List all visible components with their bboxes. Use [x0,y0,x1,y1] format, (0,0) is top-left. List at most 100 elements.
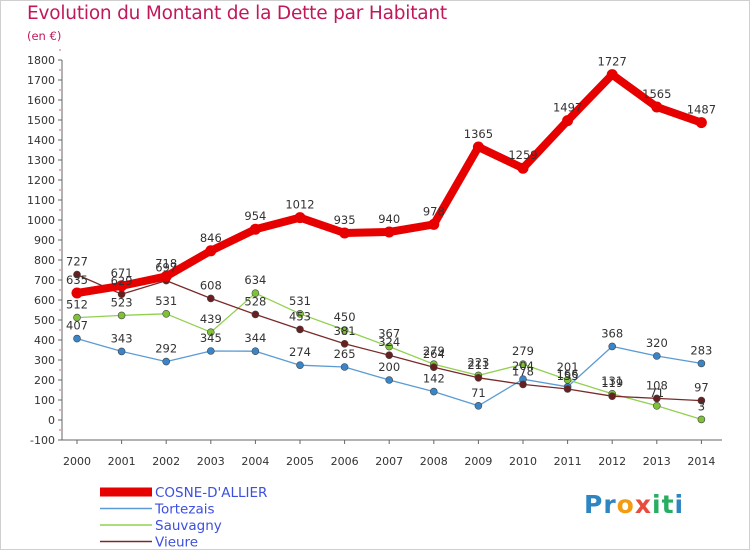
data-label-cosne-d-allier: 978 [423,204,445,218]
y-tick-label: 1700 [27,74,55,87]
data-point-vieure [519,380,527,389]
y-tick-label: 1400 [27,134,55,147]
legend-label-tortezais: Tortezais [154,502,215,518]
y-tick-label: 300 [34,354,55,367]
data-point-vieure [429,363,438,372]
data-point-cosne-d-allier [651,101,663,113]
x-tick-label: 2004 [241,455,269,468]
series-layer [71,69,707,424]
data-label-cosne-d-allier: 1259 [508,148,537,162]
data-label-vieure: 119 [601,376,623,390]
x-tick-label: 2009 [464,455,492,468]
x-tick-label: 2014 [687,455,715,468]
data-label-vieure: 453 [289,309,311,323]
data-label-sauvagny: 531 [289,294,311,308]
data-label-vieure: 727 [66,255,88,269]
x-tick-label: 2006 [331,455,359,468]
data-label-sauvagny: 201 [557,360,579,374]
y-tick-label: 1800 [27,54,55,67]
data-point-tortezais [251,347,260,356]
data-point-tortezais [117,347,126,356]
data-label-vieure: 211 [467,358,489,372]
data-point-vieure [340,339,349,348]
data-point-vieure [385,351,394,360]
data-point-sauvagny [162,309,170,318]
data-label-sauvagny: 439 [200,312,222,326]
data-label-cosne-d-allier: 1487 [687,103,716,117]
data-point-cosne-d-allier [472,141,484,153]
y-tick-label: 1200 [27,174,55,187]
data-point-cosne-d-allier [695,117,707,129]
legend-label-cosne-d-allier: COSNE-D'ALLIER [155,485,267,501]
y-tick-label: 1500 [27,114,55,127]
logo-letter: t [661,490,675,519]
data-label-cosne-d-allier: 1497 [553,101,582,115]
data-point-sauvagny [207,328,215,337]
data-point-tortezais [474,401,483,410]
y-tick-label: 200 [34,374,55,387]
y-tick-label: 500 [34,314,55,327]
data-label-tortezais: 274 [289,345,311,359]
data-point-tortezais [162,357,170,366]
data-point-sauvagny [251,289,260,298]
logo-letter: i [674,490,685,519]
data-label-vieure: 697 [155,261,177,275]
logo-letter: o [616,490,635,519]
x-tick-label: 2001 [108,455,136,468]
data-point-sauvagny [117,311,126,320]
data-label-cosne-d-allier: 935 [334,213,356,227]
logo-letter: i [652,490,662,519]
data-point-cosne-d-allier [160,270,172,282]
data-label-sauvagny: 512 [66,298,88,312]
data-point-vieure [296,325,304,334]
data-point-sauvagny [73,313,81,322]
axes: -100 0 100 200 300 400 500 600 700 800 900 1000 1100… [27,49,722,468]
data-label-tortezais: 320 [646,336,668,350]
x-tick-label: 2005 [286,455,314,468]
x-tick-label: 2003 [197,455,225,468]
y-tick-label: 800 [34,254,55,267]
data-label-vieure: 264 [423,347,445,361]
data-label-cosne-d-allier: 671 [111,266,133,280]
data-point-sauvagny [385,342,394,351]
data-point-sauvagny [652,401,661,410]
data-label-tortezais: 283 [690,343,712,357]
data-point-tortezais [296,361,304,370]
data-point-vieure [73,270,81,279]
data-label-vieure: 178 [512,364,534,378]
data-label-vieure: 108 [646,378,668,392]
x-tick-label: 2002 [152,455,180,468]
data-point-cosne-d-allier [116,280,128,292]
data-point-cosne-d-allier [249,223,261,235]
data-label-cosne-d-allier: 846 [200,231,222,245]
data-label-sauvagny: 279 [512,344,534,358]
data-point-vieure [608,392,617,401]
data-point-vieure [474,373,483,382]
x-tick-label: 2012 [598,455,626,468]
y-tick-label: 100 [34,394,55,407]
data-point-sauvagny [697,415,706,424]
data-label-tortezais: 204 [512,359,534,373]
data-point-sauvagny [563,375,572,384]
data-label-tortezais: 292 [155,342,177,356]
data-label-sauvagny: 450 [334,310,356,324]
y-tick-label: 700 [34,274,55,287]
y-tick-label: 400 [34,334,55,347]
data-label-sauvagny: 71 [649,386,664,400]
y-tick-label: 1100 [27,194,55,207]
data-label-cosne-d-allier: 940 [378,212,400,226]
legend-label-sauvagny: Sauvagny [155,518,222,534]
data-point-vieure [697,396,706,405]
data-point-vieure [207,294,215,303]
x-tick-label: 2000 [63,455,91,468]
y-tick-label: 1000 [27,214,55,227]
data-point-cosne-d-allier [562,115,574,127]
data-point-tortezais [73,334,81,343]
data-label-cosne-d-allier: 954 [244,209,266,223]
data-point-tortezais [340,363,349,371]
legend-label-vieure: Vieure [155,535,198,550]
data-point-vieure [652,394,661,403]
